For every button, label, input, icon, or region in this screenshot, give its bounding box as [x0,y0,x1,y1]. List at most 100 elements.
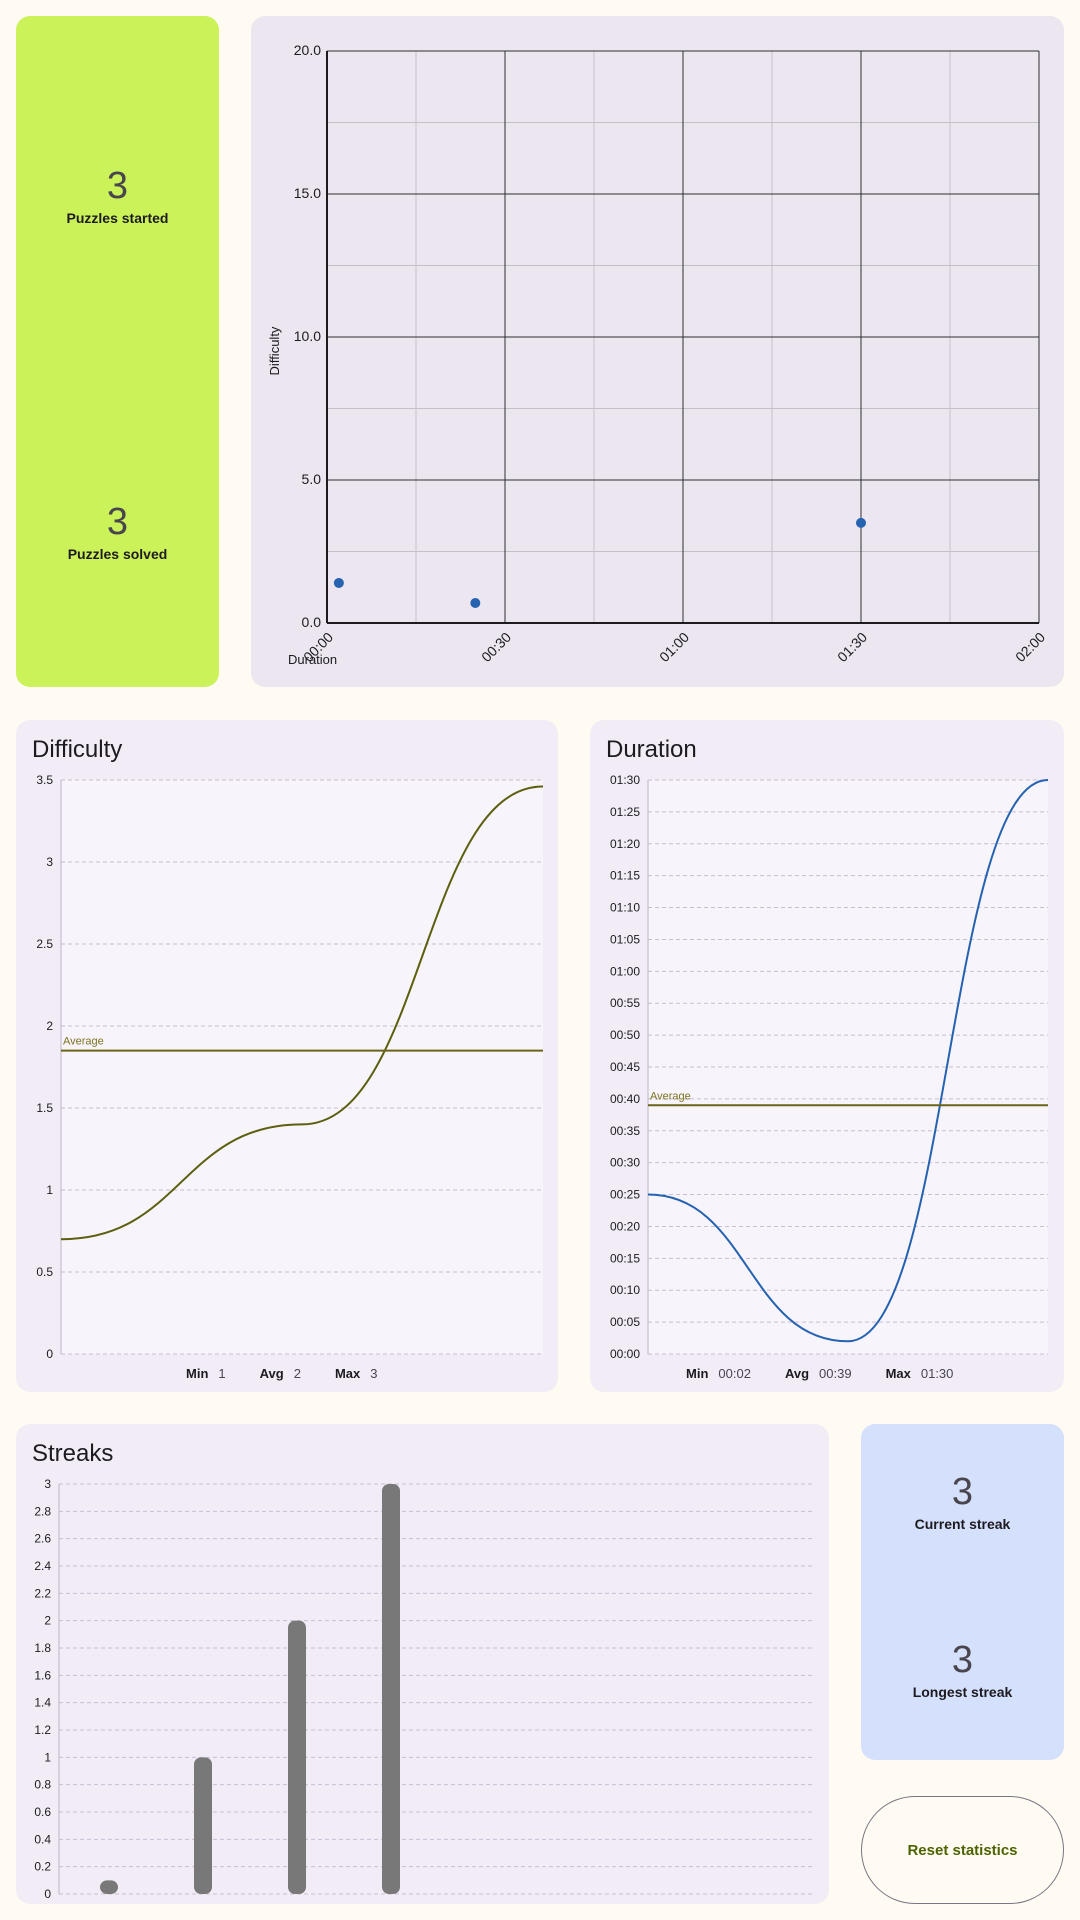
average-label: Average [650,1090,691,1102]
puzzles-started-stat: 3 Puzzles started [16,164,219,226]
current-streak-stat: 3 Current streak [861,1470,1064,1532]
duration-max-label: Max [885,1366,911,1381]
y-tick-label: 00:55 [610,996,640,1010]
puzzles-solved-stat: 3 Puzzles solved [16,500,219,562]
y-tick-label: 3.5 [36,773,53,787]
duration-chart: 00:00 00:05 00:10 00:15 00:20 00:25 00:30 00:35… [610,773,1049,1361]
streaks-chart-card: Streaks 0 0.2 0.4 0.6 0.8 1 1.2 1.4 1.6 1.8 2 2.2 2.… [16,1424,829,1904]
y-tick-label: 00:10 [610,1283,640,1297]
scatter-chart: 0.05.010.015.020.000:00 00:30 01:00 01:30 02… [267,42,1048,667]
y-tick-label: 3 [44,1477,51,1491]
x-tick-label: 01:00 [656,629,692,665]
duration-chart-card: Duration 00:00 00:05 00:10 00:15 00:20 00:25 0… [590,720,1064,1392]
duration-summary: Min 00:02 Avg 00:39 Max 01:30 [686,1366,987,1381]
scatter-point [856,517,866,528]
difficulty-title: Difficulty [32,736,123,763]
duration-min-label: Min [686,1366,709,1381]
streak-bar [194,1757,212,1894]
x-tick-label: 02:00 [1012,629,1048,665]
longest-streak-label: Longest streak [912,1684,1013,1700]
y-tick-label: 2 [44,1614,51,1628]
y-tick-label: 01:20 [610,837,640,851]
puzzles-solved-value: 3 [106,501,129,543]
y-tick-label: 0 [44,1887,51,1901]
y-tick-label: 0.5 [36,1265,53,1279]
y-tick-label: 00:05 [610,1315,640,1329]
streak-bar [100,1880,118,1894]
y-tick-label: 1 [46,1183,53,1197]
y-tick-label: 10.0 [294,328,321,344]
y-tick-label: 01:05 [610,932,640,946]
difficulty-chart: 0 0.5 1 1.5 2 2.5 3 3.5 Average [36,773,544,1361]
y-tick-label: 00:35 [610,1124,640,1138]
y-tick-label: 20.0 [294,42,321,58]
puzzle-stats-card: 3 Puzzles started 3 Puzzles solved [16,16,219,687]
longest-streak-value: 3 [951,1639,974,1681]
y-tick-label: 3 [46,855,53,869]
duration-max-value: 01:30 [920,1366,954,1381]
average-label: Average [63,1036,104,1048]
duration-min-value: 00:02 [718,1366,751,1381]
difficulty-avg-label: Avg [259,1366,284,1381]
y-tick-label: 2.6 [34,1532,51,1546]
y-tick-label: 00:50 [610,1028,640,1042]
y-tick-label: 0.2 [34,1860,51,1874]
difficulty-min-value: 1 [218,1366,226,1381]
y-tick-label: 00:25 [610,1188,640,1202]
y-tick-label: 00:40 [610,1092,640,1106]
y-tick-label: 15.0 [294,185,321,201]
puzzles-started-value: 3 [106,165,129,207]
streak-stats-card: 3 Current streak 3 Longest streak [861,1424,1064,1760]
x-axis-title: Duration [288,652,337,667]
longest-streak-stat: 3 Longest streak [861,1638,1064,1700]
duration-line [647,779,1049,1343]
difficulty-plot-area [61,780,543,1354]
puzzles-solved-label: Puzzles solved [67,546,168,562]
difficulty-summary: Min 1 Avg 2 Max 3 [186,1366,411,1381]
difficulty-min-label: Min [186,1366,209,1381]
current-streak-label: Current streak [914,1516,1011,1532]
y-tick-label: 0.6 [34,1805,51,1819]
duration-avg-label: Avg [784,1366,810,1381]
y-tick-label: 01:10 [610,901,640,915]
y-tick-label: 00:30 [610,1156,640,1170]
duration-avg-value: 00:39 [819,1366,852,1381]
scatter-point [470,597,481,608]
y-tick-label: 1 [44,1750,51,1764]
y-tick-label: 2 [46,1019,53,1033]
x-tick-label: 00:30 [478,629,514,665]
y-axis-title: Difficulty [267,326,282,375]
difficulty-max-label: Max [334,1366,361,1381]
y-tick-label: 01:30 [610,773,640,787]
scatter-point [333,577,344,588]
y-tick-label: 2.8 [34,1504,51,1518]
current-streak-value: 3 [951,1471,974,1513]
y-tick-label: 2.4 [34,1559,51,1573]
puzzles-started-label: Puzzles started [66,210,169,226]
y-tick-label: 1.4 [34,1696,51,1710]
y-tick-label: 0 [46,1347,53,1361]
y-tick-label: 00:20 [610,1219,640,1233]
streaks-title: Streaks [32,1440,114,1467]
streak-bar [382,1484,400,1894]
x-tick-label: 01:30 [834,629,870,665]
y-tick-label: 01:15 [610,869,640,883]
streaks-chart: 0 0.2 0.4 0.6 0.8 1 1.2 1.4 1.6 1.8 2 2.2 2.4 2.6 2.8 3 [34,1477,814,1901]
y-tick-label: 0.0 [302,614,322,630]
y-tick-label: 01:25 [610,805,640,819]
duration-title: Duration [606,736,697,763]
scatter-chart-card: 0.0 5.0 10.0 15.0 20.0 00:00 00:30 01:00 01:30 02… [251,16,1064,687]
reset-statistics-button[interactable]: Reset statistics [861,1796,1064,1904]
y-tick-label: 2.5 [36,937,53,951]
y-tick-label: 1.8 [34,1641,51,1655]
y-tick-label: 5.0 [302,471,322,487]
y-tick-label: 00:45 [610,1060,640,1074]
streak-bar [288,1620,306,1894]
difficulty-avg-value: 2 [293,1366,301,1381]
y-tick-label: 1.6 [34,1668,51,1682]
y-tick-label: 2.2 [34,1586,51,1600]
y-tick-label: 1.2 [34,1723,51,1737]
y-tick-label: 1.5 [36,1101,53,1115]
y-tick-label: 0.8 [34,1778,51,1792]
y-tick-label: 0.4 [34,1832,51,1846]
